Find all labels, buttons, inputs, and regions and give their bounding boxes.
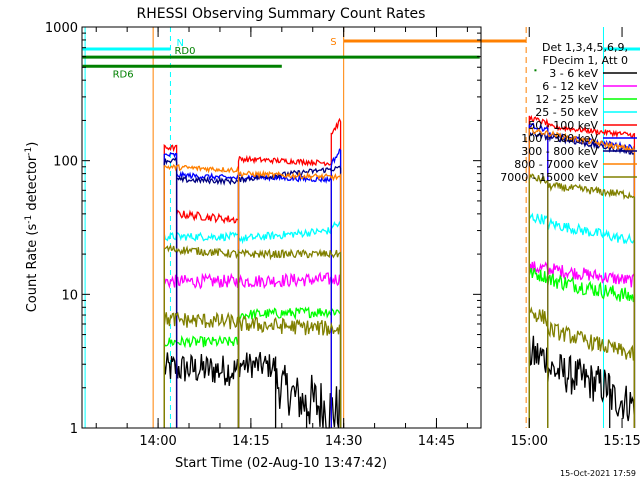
flag-point	[534, 69, 537, 72]
x-tick-label: 15:15	[603, 434, 640, 449]
legend-entry-label: 3 - 6 keV	[549, 67, 598, 80]
legend-entry-label: 100 - 300 keV	[521, 132, 598, 145]
series-line-7	[163, 126, 636, 428]
legend-header-line: FDecim 1, Att 0	[543, 54, 628, 67]
y-axis-label-sup1: -1	[24, 215, 34, 224]
series-line-6	[163, 131, 636, 428]
x-tick-label: 15:00	[511, 434, 548, 449]
series-line-1	[163, 261, 636, 428]
chart-title: RHESSI Observing Summary Count Rates	[137, 6, 426, 22]
series-line-2	[163, 267, 636, 428]
legend-entry-label: 6 - 12 keV	[542, 80, 598, 93]
series-line-3	[163, 212, 636, 428]
legend-entry-label: 25 - 50 keV	[535, 106, 598, 119]
x-tick-label: 14:00	[139, 434, 176, 449]
y-axis-label-end: )	[25, 142, 40, 147]
x-axis-label: Start Time (02-Aug-10 13:47:42)	[175, 456, 387, 471]
legend-entry-label: 300 - 800 keV	[521, 145, 598, 158]
y-tick-label: 1000	[45, 21, 78, 36]
legend-entry-label: 800 - 7000 keV	[514, 158, 598, 171]
series-line-9	[163, 306, 636, 428]
flag-label-rd6: RD6	[113, 69, 134, 80]
series-line-8	[163, 173, 636, 428]
series-line-4	[163, 114, 636, 428]
y-axis-label-mid: detector	[25, 155, 40, 215]
x-tick-label: 14:30	[325, 434, 362, 449]
legend-header-line: Det 1,3,4,5,6,9,	[542, 41, 628, 54]
flag-label-s: S	[330, 37, 336, 48]
x-tick-label: 14:45	[418, 434, 455, 449]
y-tick-label: 10	[61, 288, 78, 303]
flag-label-rd0: RD0	[174, 46, 195, 57]
series-line-5	[163, 122, 636, 428]
y-axis-label: Count Rate (s-1 detector-1)	[24, 142, 40, 313]
y-tick-label: 100	[53, 155, 78, 170]
flag-label-n: N	[176, 38, 183, 49]
legend-entry-label: 50 - 100 keV	[528, 119, 598, 132]
generation-timestamp: 15-Oct-2021 17:59	[560, 469, 636, 478]
y-axis-label-main: Count Rate (s	[25, 224, 40, 313]
legend-entry-label: 7000 - 15000 keV	[500, 171, 598, 184]
series-line-0	[163, 334, 636, 429]
legend-entry-label: 12 - 25 keV	[535, 93, 598, 106]
x-tick-label: 14:15	[232, 434, 269, 449]
y-tick-label: 1	[70, 422, 78, 437]
y-axis-label-sup2: -1	[24, 147, 34, 156]
